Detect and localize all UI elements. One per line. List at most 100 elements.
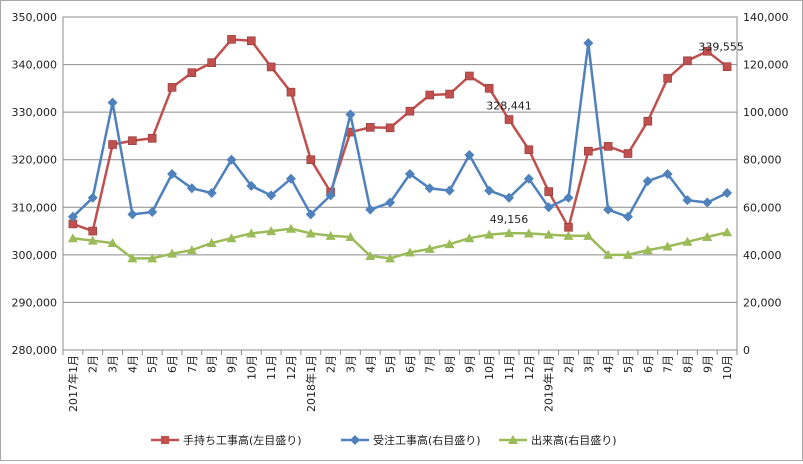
data-point-diamond xyxy=(504,192,515,203)
x-tick-label: 2018年1月 xyxy=(304,355,318,412)
x-tick-label: 11月 xyxy=(503,355,516,380)
data-point-square xyxy=(643,116,653,126)
x-tick-label: 4月 xyxy=(602,355,615,373)
data-point-square xyxy=(227,35,236,44)
x-tick-label: 10月 xyxy=(245,355,258,380)
data-point-diamond xyxy=(147,207,158,218)
data-point-diamond xyxy=(266,190,277,201)
data-point-triangle xyxy=(523,228,534,238)
data-point-diamond xyxy=(186,183,197,194)
data-point-triangle xyxy=(345,232,356,242)
data-point-triangle xyxy=(504,228,515,238)
x-tick-label: 5月 xyxy=(146,355,159,373)
data-point-square xyxy=(306,155,316,165)
data-point-triangle xyxy=(464,233,475,243)
data-point-square xyxy=(722,62,732,71)
y-left-tick-label: 350,000 xyxy=(12,11,58,24)
series-line xyxy=(72,41,728,219)
data-point-triangle xyxy=(722,227,733,237)
data-point-triangle xyxy=(147,253,158,263)
y-right-tick-label: 60,000 xyxy=(743,201,782,214)
data-label: 328,441 xyxy=(486,100,532,113)
x-tick-label: 6月 xyxy=(166,355,179,373)
data-point-square xyxy=(465,71,474,81)
data-point-triangle xyxy=(206,237,217,247)
data-point-diamond xyxy=(563,192,574,203)
data-point-square xyxy=(445,89,454,99)
y-left-tick-label: 280,000 xyxy=(12,344,58,357)
data-point-square xyxy=(524,145,534,155)
x-tick-label: 3月 xyxy=(107,355,120,373)
data-point-square xyxy=(365,123,375,132)
x-tick-label: 7月 xyxy=(662,355,675,373)
legend-marker-triangle xyxy=(508,435,518,444)
x-tick-label: 2017年1月 xyxy=(66,355,80,412)
y-left-tick-label: 300,000 xyxy=(12,249,58,262)
x-tick-label: 6月 xyxy=(642,355,655,373)
data-point-diamond xyxy=(622,211,633,222)
data-point-square xyxy=(504,115,514,124)
x-tick-label: 6月 xyxy=(404,355,417,373)
data-point-triangle xyxy=(365,251,376,261)
data-point-triangle xyxy=(325,230,336,240)
x-tick-label: 8月 xyxy=(444,355,457,373)
data-point-diamond xyxy=(682,195,693,206)
data-point-square xyxy=(564,222,573,232)
x-tick-label: 5月 xyxy=(622,355,635,373)
data-point-triangle xyxy=(186,245,197,255)
gridlines xyxy=(62,16,738,351)
legend: 手持ち工事高(左目盛り) 受注工事高(右目盛り) 出来高(右目盛り) xyxy=(151,433,617,447)
x-tick-label: 10月 xyxy=(483,355,496,380)
data-point-square xyxy=(286,87,296,97)
data-point-square xyxy=(603,142,613,151)
data-point-square xyxy=(147,134,157,143)
data-point-diamond xyxy=(523,173,534,184)
data-point-diamond xyxy=(484,185,495,196)
data-point-diamond xyxy=(127,209,138,220)
y-left-tick-label: 340,000 xyxy=(12,59,58,72)
data-point-diamond xyxy=(67,211,78,222)
data-point-diamond xyxy=(305,209,316,220)
data-point-diamond xyxy=(385,197,396,208)
x-tick-label: 12月 xyxy=(523,355,536,380)
data-point-triangle xyxy=(107,237,118,247)
x-tick-label: 11月 xyxy=(265,355,278,380)
data-point-triangle xyxy=(385,253,396,263)
data-point-triangle xyxy=(167,248,178,258)
data-point-triangle xyxy=(305,228,316,238)
data-point-diamond xyxy=(226,154,237,165)
data-point-diamond xyxy=(107,97,118,108)
x-tick-label: 4月 xyxy=(126,355,139,373)
data-point-triangle xyxy=(127,253,138,263)
y-right-tick-label: 0 xyxy=(743,344,750,357)
series-line xyxy=(72,227,728,260)
data-point-triangle xyxy=(543,229,554,239)
data-point-triangle xyxy=(444,239,455,249)
x-tick-label: 5月 xyxy=(384,355,397,373)
data-point-triangle xyxy=(622,249,633,259)
x-tick-label: 12月 xyxy=(285,355,298,380)
legend-label: 手持ち工事高(左目盛り) xyxy=(183,433,302,447)
data-point-square xyxy=(623,149,633,158)
data-point-diamond xyxy=(424,183,435,194)
data-point-triangle xyxy=(662,241,673,251)
data-point-diamond xyxy=(642,176,653,187)
legend-marker-square xyxy=(161,436,169,444)
data-point-triangle xyxy=(424,243,435,253)
x-tick-label: 7月 xyxy=(186,355,199,373)
data-point-square xyxy=(167,83,177,92)
data-point-diamond xyxy=(206,188,217,199)
y-left-tick-label: 330,000 xyxy=(12,106,58,119)
legend-label: 出来高(右目盛り) xyxy=(531,433,617,447)
data-point-triangle xyxy=(285,223,296,233)
data-point-diamond xyxy=(365,204,376,215)
y-left-tick-label: 290,000 xyxy=(12,296,58,309)
data-point-square xyxy=(108,140,117,149)
x-tick-label: 2月 xyxy=(87,355,100,373)
data-point-diamond xyxy=(444,185,455,196)
data-point-triangle xyxy=(682,236,693,246)
y-left-tick-label: 320,000 xyxy=(12,154,58,167)
data-point-triangle xyxy=(87,235,98,245)
data-point-diamond xyxy=(603,204,614,215)
